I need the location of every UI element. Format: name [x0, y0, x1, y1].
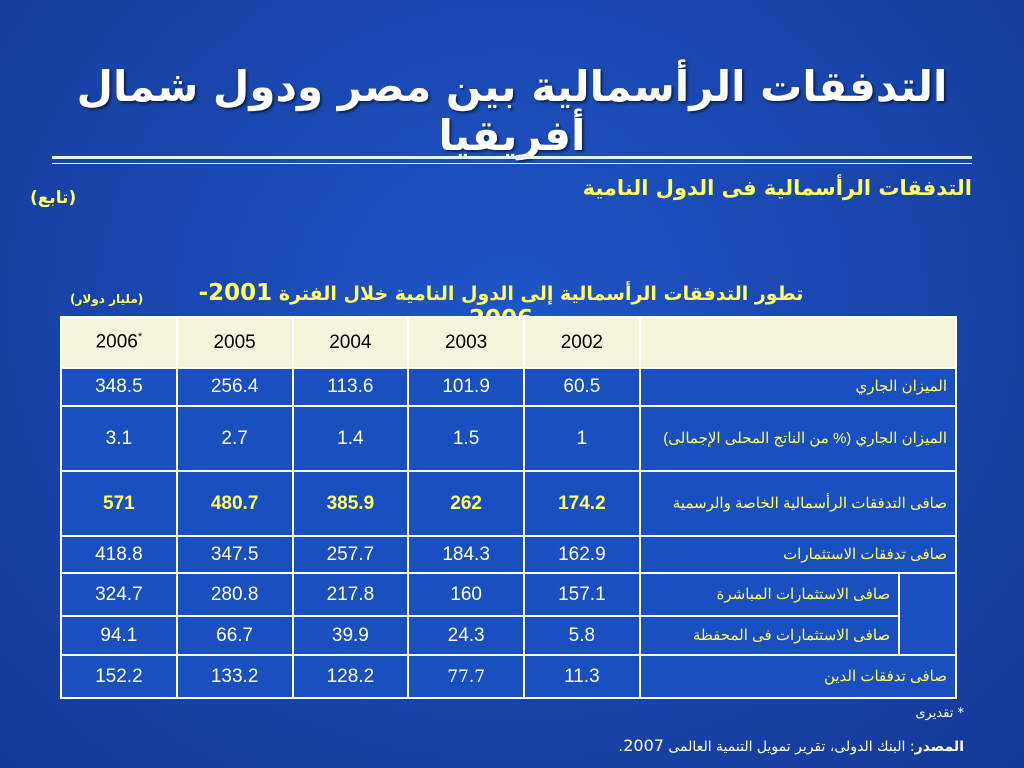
- title-divider-thin: [52, 163, 972, 164]
- table-header-row: 2006* 2005 2004 2003 2002: [60, 316, 958, 369]
- continued-label: (تابع): [30, 188, 77, 208]
- source-footnote: المصدر: البنك الدولى، تقرير تمويل التنمي…: [618, 736, 964, 755]
- cell-value: 480.7: [175, 470, 294, 537]
- cell-value: 60.5: [523, 367, 641, 407]
- cell-value: 39.9: [291, 615, 410, 656]
- slide-title: التدفقات الرأسمالية بين مصر ودول شمال أف…: [76, 62, 948, 160]
- cell-value: 217.8: [291, 572, 410, 617]
- cell-value: 280.8: [175, 572, 294, 617]
- source-label: المصدر: [914, 739, 964, 755]
- cell-value: 133.2: [175, 654, 294, 699]
- cell-value: 385.9: [291, 470, 410, 537]
- cell-value: 77.7: [407, 654, 525, 699]
- header-2002: 2002: [523, 316, 641, 369]
- cell-value: 94.1: [60, 615, 178, 656]
- table-row: 3.1 2.7 1.4 1.5 1 الميزان الجاري (% من ا…: [60, 405, 958, 472]
- row-label: الميزان الجاري: [638, 367, 958, 407]
- cell-value: 324.7: [60, 572, 178, 617]
- indent-spacer-cell: [898, 572, 957, 656]
- cell-value: 2.7: [175, 405, 294, 472]
- capital-flows-table: 2006* 2005 2004 2003 2002 348.5 256.4 11…: [60, 316, 958, 699]
- cell-value: 101.9: [407, 367, 525, 407]
- slide-subtitle: التدفقات الرأسمالية فى الدول النامية: [582, 176, 972, 200]
- table-unit-label: (مليار دولار): [70, 292, 144, 306]
- cell-value: 24.3: [407, 615, 525, 656]
- cell-value: 5.8: [523, 615, 641, 656]
- cell-value: 348.5: [60, 367, 178, 407]
- header-2004: 2004: [291, 316, 410, 369]
- cell-value: 160: [407, 572, 525, 617]
- cell-value: 113.6: [291, 367, 410, 407]
- row-label: صافى الاستثمارات فى المحفظة: [638, 615, 901, 656]
- source-text: : البنك الدولى، تقرير تمويل التنمية العا…: [668, 739, 915, 755]
- table-caption-text: تطور التدفقات الرأسمالية إلى الدول النام…: [278, 283, 804, 305]
- cell-value: 262: [407, 470, 525, 537]
- table-row: 348.5 256.4 113.6 101.9 60.5 الميزان الج…: [60, 367, 958, 407]
- table-row: 324.7 280.8 217.8 160 157.1 صافى الاستثم…: [60, 572, 957, 656]
- table-row: 94.1 66.7 39.9 24.3 5.8 صافى الاستثمارات…: [60, 615, 956, 656]
- header-2003: 2003: [407, 316, 525, 369]
- cell-value: 3.1: [60, 405, 178, 472]
- header-label-cell: [638, 316, 958, 369]
- row-label: صافى تدفقات الدين: [638, 654, 958, 699]
- cell-value: 184.3: [407, 535, 525, 574]
- cell-value: 11.3: [523, 654, 641, 699]
- cell-value: 1: [523, 405, 641, 472]
- row-label: صافى تدفقات الاستثمارات: [638, 535, 958, 574]
- table-row: 152.2 133.2 128.2 77.7 11.3 صافى تدفقات …: [60, 654, 958, 699]
- source-year: 2007.: [618, 736, 664, 755]
- title-divider-thick: [52, 156, 972, 159]
- cell-value: 157.1: [523, 572, 641, 617]
- cell-value: 152.2: [60, 654, 178, 699]
- table-row: 418.8 347.5 257.7 184.3 162.9 صافى تدفقا…: [60, 535, 958, 574]
- table-row: 571 480.7 385.9 262 174.2 صافى التدفقات …: [60, 470, 958, 537]
- cell-value: 256.4: [175, 367, 294, 407]
- cell-value: 66.7: [175, 615, 294, 656]
- cell-value: 571: [60, 470, 178, 537]
- cell-value: 128.2: [291, 654, 410, 699]
- cell-value: 347.5: [175, 535, 294, 574]
- row-label: الميزان الجاري (% من الناتج المحلى الإجم…: [638, 405, 958, 472]
- header-2006: 2006*: [60, 316, 178, 369]
- cell-value: 1.4: [291, 405, 410, 472]
- header-2005: 2005: [175, 316, 294, 369]
- cell-value: 162.9: [523, 535, 641, 574]
- row-label: صافى التدفقات الرأسمالية الخاصة والرسمية: [638, 470, 958, 537]
- cell-value: 418.8: [60, 535, 178, 574]
- row-label: صافى الاستثمارات المباشرة: [638, 572, 901, 617]
- cell-value: 1.5: [407, 405, 525, 472]
- cell-value: 257.7: [291, 535, 410, 574]
- cell-value: 174.2: [523, 470, 641, 537]
- estimate-footnote: * تقديرى: [915, 706, 964, 721]
